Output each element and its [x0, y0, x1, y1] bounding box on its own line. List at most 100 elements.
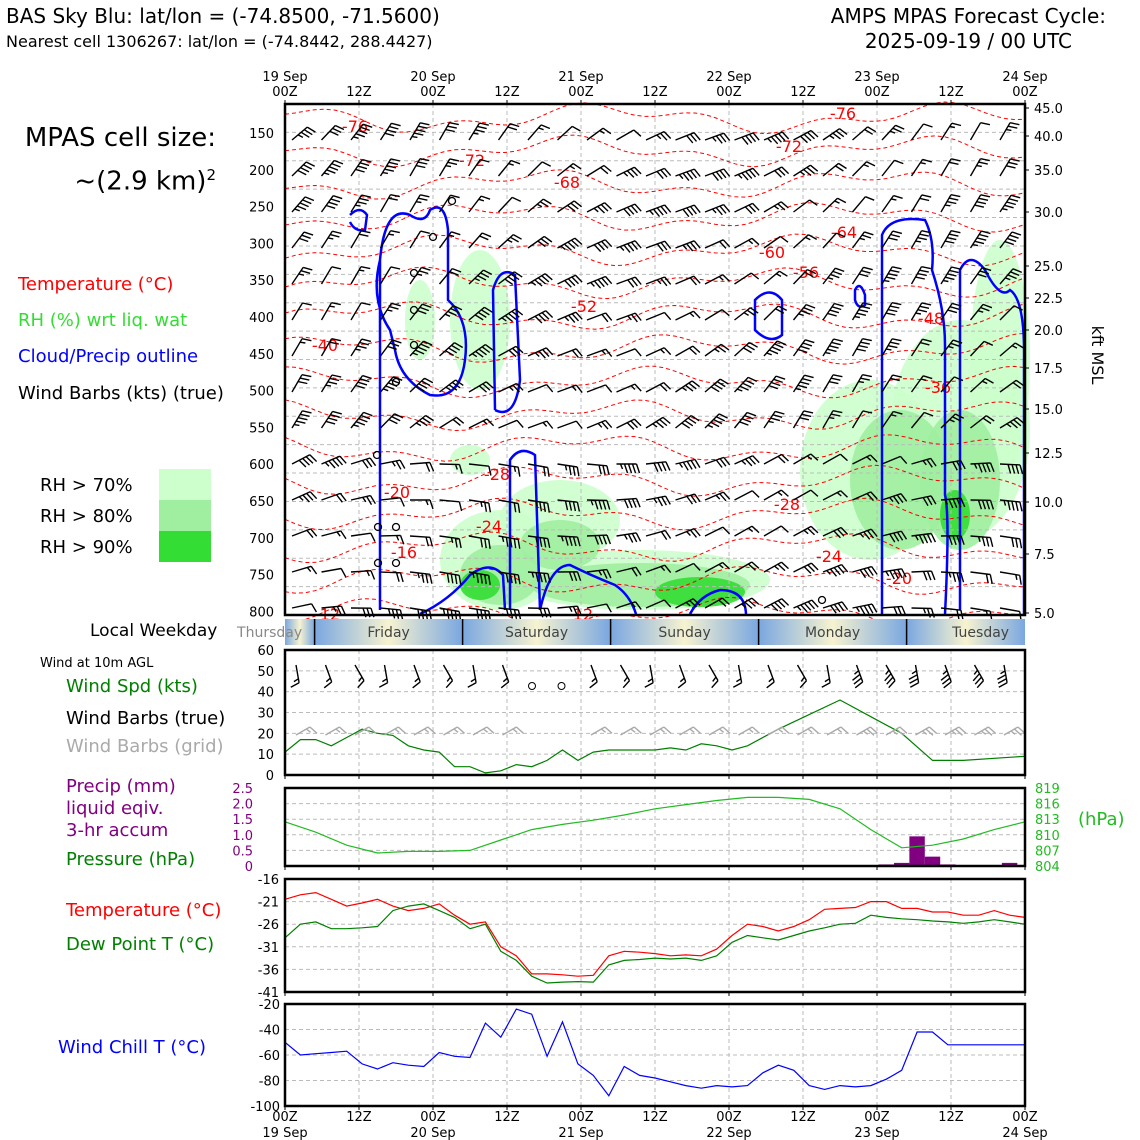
rh80-label: RH > 80%	[40, 506, 133, 527]
wind-barb	[999, 342, 1024, 357]
cloud-outline-9	[958, 258, 1026, 614]
wind-barb	[910, 266, 931, 285]
weekday-cell	[610, 619, 759, 645]
wind-barb-10m	[589, 664, 598, 689]
temp-ytick: -16	[258, 873, 279, 888]
wind-barb	[468, 463, 492, 476]
cell-size-value: ~(2.9 km)	[74, 166, 207, 197]
wind-barb	[999, 463, 1024, 475]
wind-barb	[527, 499, 550, 513]
wind-barb	[822, 490, 848, 501]
temp-ytick: -41	[258, 986, 279, 1001]
weekday-partial	[285, 619, 315, 645]
weekday-name: Thursday	[236, 625, 302, 641]
wind-barb	[557, 200, 583, 213]
bottom-tick-hour: 12Z	[938, 1110, 964, 1125]
wind-barb	[409, 377, 434, 393]
wind-barb-10m	[412, 664, 421, 689]
wind-barb	[320, 266, 342, 285]
rh90-swatch	[159, 531, 211, 562]
precip-label-2: liquid eqiv.	[66, 798, 164, 819]
wind-barb	[438, 194, 460, 213]
kft-tick: 30.0	[1034, 206, 1063, 221]
wind-barb	[379, 302, 401, 321]
temperature-label: -72	[776, 137, 802, 156]
wind-barb	[763, 131, 790, 145]
wind-barb	[350, 411, 373, 429]
wind-barb-grid	[826, 726, 849, 736]
wind-barb	[792, 410, 814, 429]
wind-barb-10m	[997, 664, 1008, 688]
wind-barb	[881, 374, 902, 393]
wind-barb	[645, 204, 672, 218]
wind-barb	[498, 308, 524, 323]
wind-barb	[675, 493, 701, 505]
wind-barb	[793, 453, 819, 465]
windchill-ytick: -100	[250, 1100, 280, 1115]
wind-barb	[910, 123, 933, 141]
wind-barb	[586, 202, 612, 214]
wind-barb	[616, 601, 642, 610]
wind-barb	[734, 490, 760, 501]
wind-barb	[704, 239, 731, 249]
calm-circle	[372, 450, 382, 460]
precip-label-3: 3-hr accum	[66, 820, 169, 841]
wind-barb	[881, 302, 902, 321]
wind-barb	[350, 266, 371, 285]
wind-barb	[792, 374, 814, 393]
wind-barb	[498, 382, 524, 393]
wind-barb	[616, 166, 642, 178]
wind-barb	[320, 374, 342, 393]
wind-barb	[439, 379, 464, 393]
top-tick-date: 20 Sep	[410, 70, 455, 85]
temperature-contour	[284, 399, 1026, 432]
pressure-level-tick: 600	[249, 458, 274, 473]
calm-circle-10m	[528, 682, 536, 690]
wind-barb	[734, 167, 760, 181]
wind-barb	[763, 340, 787, 357]
wind-barb	[763, 305, 788, 321]
wind-barb	[940, 376, 964, 393]
wind-barb	[940, 266, 961, 285]
calm-circle	[391, 558, 401, 568]
wind-barb	[881, 530, 908, 543]
precip-label: Precip (mm)	[66, 776, 176, 797]
windchill-line	[284, 1008, 1025, 1097]
wind-barb	[527, 124, 551, 141]
wind-barb	[852, 126, 877, 141]
weekday-cell	[462, 619, 611, 645]
wind-barb	[970, 415, 995, 429]
bottom-tick-hour: 12Z	[346, 1110, 372, 1125]
precip-ytick: 2.5	[232, 782, 253, 797]
top-tick-date: 19 Sep	[262, 70, 307, 85]
wind-barb-10m	[619, 664, 631, 689]
wind-barb	[822, 338, 843, 357]
calm-circle-10m	[557, 682, 566, 690]
wind-barb	[822, 128, 848, 141]
wind-barb	[881, 266, 902, 285]
rh70-label: RH > 70%	[40, 475, 133, 496]
calm-circle	[409, 305, 419, 315]
cloud-outline-8	[880, 217, 949, 615]
wind-barb	[410, 499, 434, 510]
wind-barb	[763, 453, 789, 465]
wind-barb	[350, 607, 375, 618]
pressure-level-tick: 500	[249, 385, 274, 400]
wind-barb	[321, 492, 347, 503]
wind-barb	[704, 343, 730, 357]
wind-barb	[851, 231, 874, 249]
wind-barb	[557, 384, 583, 394]
wind-barb	[527, 607, 552, 618]
wind-barb	[969, 303, 993, 321]
wind-barb	[675, 132, 701, 144]
wind-barb-10m	[852, 664, 864, 689]
wind-barb	[527, 383, 554, 393]
wind-barb	[616, 418, 642, 430]
calm-circle	[817, 595, 827, 605]
wind-barb	[320, 159, 344, 177]
cloud-outline-5	[688, 588, 748, 615]
wind-barb	[616, 129, 642, 141]
wind-barb	[763, 525, 789, 537]
wind-barb-10m	[821, 664, 831, 688]
kft-tick: 12.5	[1034, 447, 1063, 462]
